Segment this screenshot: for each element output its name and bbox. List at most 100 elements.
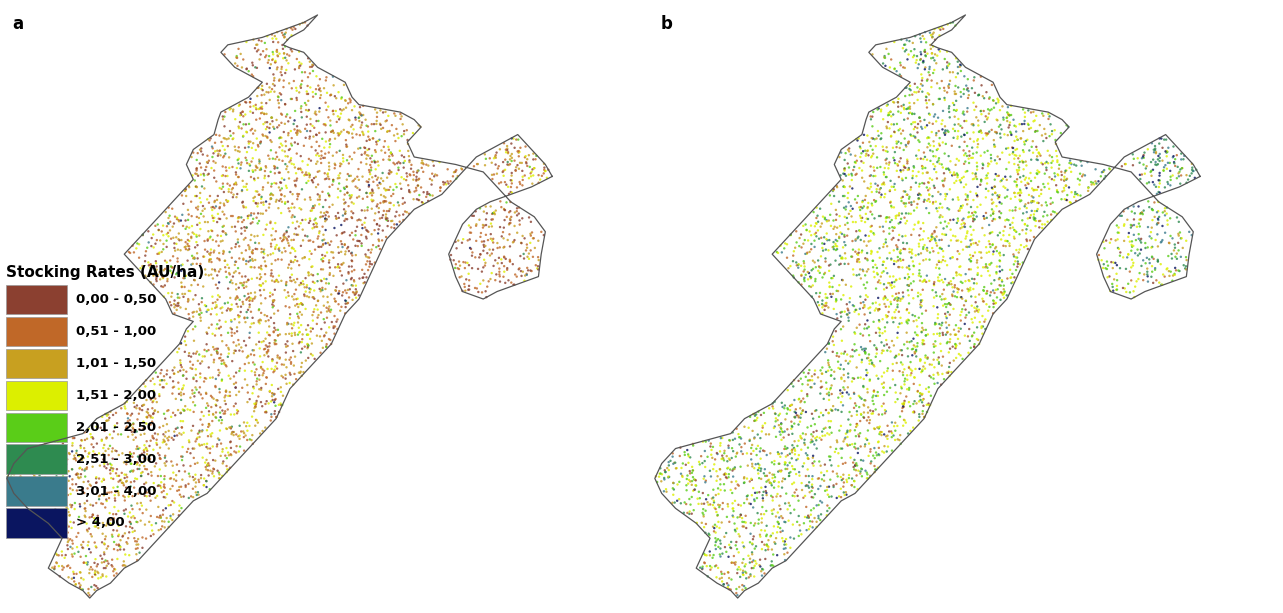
- Point: [852, 246, 872, 256]
- Point: [499, 189, 520, 199]
- Point: [158, 228, 178, 238]
- Point: [269, 76, 290, 86]
- Point: [307, 137, 327, 147]
- Point: [790, 525, 811, 535]
- Point: [163, 435, 183, 444]
- Point: [726, 449, 747, 459]
- Point: [812, 382, 833, 392]
- Point: [291, 371, 312, 381]
- Point: [183, 336, 204, 346]
- Point: [409, 190, 430, 200]
- Point: [1133, 150, 1153, 160]
- Point: [931, 119, 952, 129]
- Point: [915, 240, 935, 250]
- Point: [863, 149, 884, 159]
- Point: [889, 210, 910, 220]
- Point: [244, 294, 264, 303]
- Point: [854, 346, 875, 356]
- Point: [126, 403, 146, 413]
- Point: [337, 215, 358, 224]
- Point: [521, 167, 541, 177]
- Point: [1141, 227, 1161, 237]
- Point: [83, 442, 104, 452]
- Point: [844, 482, 865, 492]
- Point: [326, 106, 346, 116]
- Point: [151, 281, 172, 291]
- Point: [124, 513, 145, 523]
- Point: [485, 209, 506, 219]
- Point: [885, 397, 906, 407]
- Point: [993, 113, 1014, 123]
- Point: [62, 465, 82, 474]
- Point: [885, 351, 906, 360]
- Point: [834, 306, 854, 316]
- FancyBboxPatch shape: [6, 381, 67, 410]
- Point: [141, 511, 162, 521]
- Point: [353, 194, 373, 204]
- Point: [840, 453, 861, 463]
- Point: [276, 164, 296, 174]
- Point: [15, 490, 36, 500]
- Point: [1007, 180, 1028, 190]
- Point: [955, 157, 975, 167]
- Point: [58, 466, 78, 476]
- Point: [493, 157, 513, 167]
- Point: [141, 450, 162, 460]
- Point: [78, 476, 99, 486]
- Point: [734, 478, 754, 488]
- Point: [845, 158, 866, 168]
- Point: [956, 234, 976, 243]
- Point: [271, 371, 291, 381]
- Point: [490, 276, 511, 286]
- Point: [140, 420, 160, 430]
- Point: [947, 283, 967, 293]
- Point: [902, 256, 922, 266]
- Point: [1161, 254, 1182, 264]
- Point: [939, 59, 960, 69]
- Point: [370, 119, 390, 129]
- Point: [305, 214, 326, 224]
- Point: [925, 287, 946, 297]
- Point: [797, 226, 817, 235]
- Point: [853, 408, 874, 417]
- Point: [204, 173, 225, 183]
- Point: [291, 67, 312, 77]
- Point: [1005, 159, 1025, 169]
- Point: [744, 571, 765, 581]
- Point: [843, 245, 863, 254]
- Point: [289, 204, 309, 213]
- Point: [861, 222, 881, 232]
- Point: [221, 275, 241, 285]
- Point: [103, 474, 123, 484]
- Point: [198, 247, 218, 257]
- Point: [956, 305, 976, 314]
- Point: [826, 297, 847, 306]
- Point: [104, 490, 124, 500]
- Point: [77, 462, 98, 472]
- Point: [903, 118, 924, 128]
- Point: [140, 263, 160, 273]
- Point: [267, 364, 287, 373]
- Point: [273, 235, 294, 245]
- Point: [300, 334, 321, 344]
- Point: [840, 150, 861, 159]
- Point: [792, 530, 812, 539]
- Point: [341, 122, 362, 132]
- Point: [851, 469, 871, 479]
- Point: [919, 95, 939, 105]
- Point: [67, 532, 87, 542]
- Point: [946, 106, 966, 116]
- Point: [908, 167, 929, 177]
- Point: [898, 286, 919, 295]
- Point: [742, 547, 762, 557]
- Point: [1157, 179, 1178, 189]
- Point: [357, 272, 377, 282]
- Point: [717, 582, 738, 592]
- Text: 0,51 - 1,00: 0,51 - 1,00: [76, 325, 157, 338]
- Point: [157, 433, 177, 443]
- Point: [1144, 265, 1165, 275]
- Point: [253, 426, 273, 436]
- Point: [774, 549, 794, 559]
- Point: [838, 159, 858, 169]
- Point: [260, 59, 281, 69]
